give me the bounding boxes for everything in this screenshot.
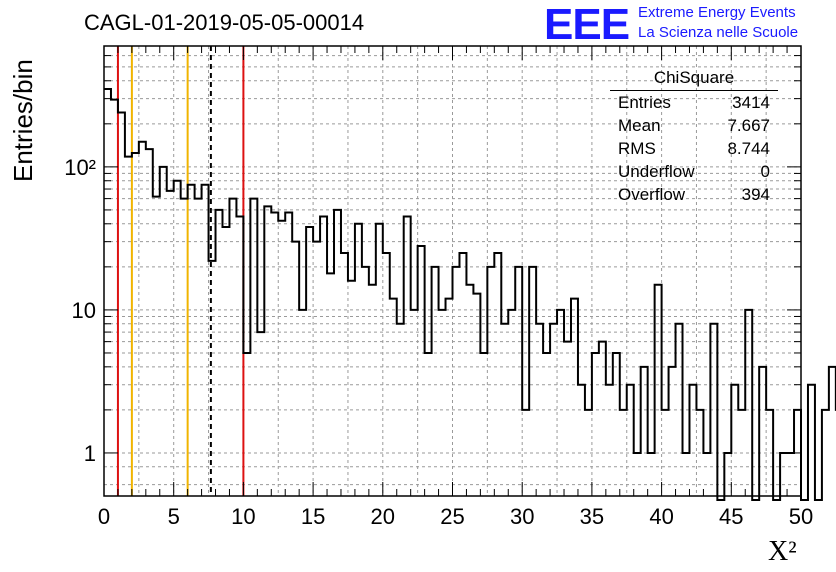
reference-lines xyxy=(116,46,245,496)
logo-mark: EEE xyxy=(544,0,630,49)
eee-logo: EEE Extreme Energy Events La Scienza nel… xyxy=(544,0,834,49)
y-tick-label: 1 xyxy=(84,441,96,466)
x-tick-label: 35 xyxy=(580,504,604,529)
stats-row: Overflow 394 xyxy=(618,185,770,207)
y-axis-label: Entries/bin xyxy=(8,59,38,182)
x-tick-label: 40 xyxy=(649,504,673,529)
stats-row: Mean 7.667 xyxy=(618,116,770,138)
stats-key: Underflow xyxy=(618,162,695,181)
stats-row: Underflow 0 xyxy=(618,162,770,184)
stats-key: Overflow xyxy=(618,185,686,204)
histogram-step-line xyxy=(104,88,836,501)
stats-key: RMS xyxy=(618,139,656,158)
axis-ticks xyxy=(103,45,802,496)
x-tick-label: 20 xyxy=(371,504,395,529)
stats-key: Mean xyxy=(618,116,661,135)
x-tick-label: 45 xyxy=(719,504,743,529)
x-tick-label: 25 xyxy=(440,504,464,529)
stats-divider xyxy=(610,90,778,91)
x-tick-label: 0 xyxy=(98,504,110,529)
x-tick-label: 15 xyxy=(301,504,325,529)
stats-key: Entries xyxy=(618,93,671,112)
stats-row: Entries 3414 xyxy=(618,93,770,115)
logo-line-1: Extreme Energy Events xyxy=(638,4,796,21)
grid-lines xyxy=(104,45,801,496)
stats-value: 3414 xyxy=(732,93,770,112)
x-tick-label: 5 xyxy=(168,504,180,529)
run-title: CAGL-01-2019-05-05-00014 xyxy=(84,10,365,35)
x-axis-label: X² xyxy=(768,536,797,567)
stats-box: ChiSquare Entries 3414 Mean 7.667 RMS 8.… xyxy=(610,68,778,206)
y-tick-label: 10² xyxy=(64,155,96,180)
tick-labels: 0 5 10 15 20 25 30 35 40 45 50 1 10 10² xyxy=(64,155,813,529)
logo-line-2: La Scienza nelle Scuole xyxy=(638,24,799,41)
x-tick-label: 10 xyxy=(231,504,255,529)
stats-title: ChiSquare xyxy=(653,68,735,87)
stats-value: 7.667 xyxy=(727,116,770,135)
stats-value: 8.744 xyxy=(727,139,770,158)
stats-value: 0 xyxy=(760,162,770,181)
x-tick-label: 50 xyxy=(789,504,813,529)
y-tick-label: 10 xyxy=(72,298,96,323)
x-tick-label: 30 xyxy=(510,504,534,529)
stats-row: RMS 8.744 xyxy=(618,139,770,161)
stats-value: 394 xyxy=(741,185,770,204)
